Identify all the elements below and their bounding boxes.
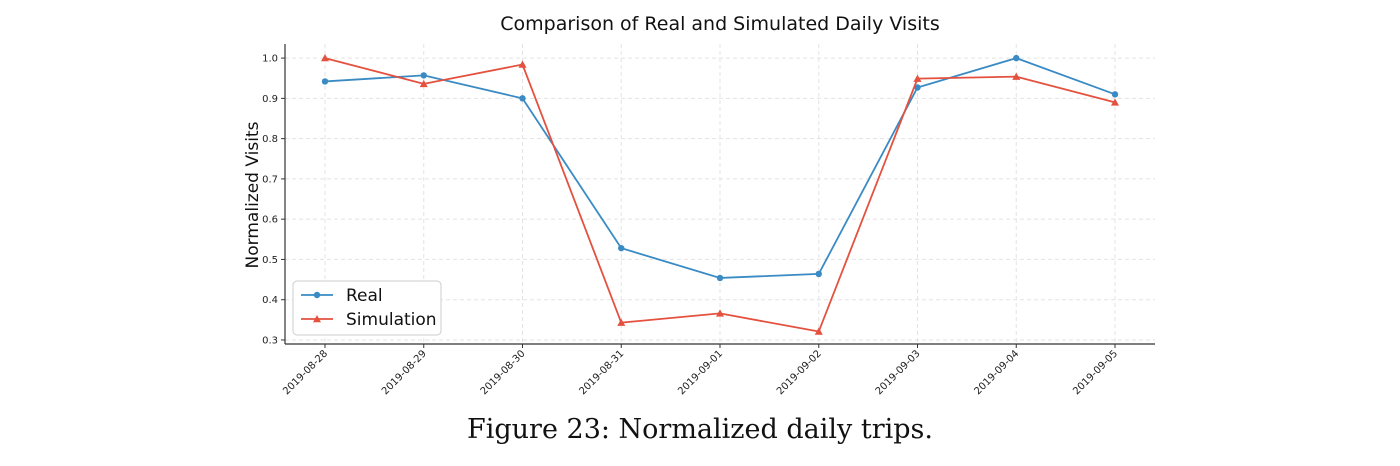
y-ticks: 0.3 0.4 0.5 0.6 0.7 0.8 0.9 1.0 xyxy=(262,54,285,346)
series-layer xyxy=(321,54,1119,335)
data-point xyxy=(716,274,724,282)
figure-caption: Figure 23: Normalized daily trips. xyxy=(467,414,933,445)
series-simulation xyxy=(321,54,1119,335)
y-tick-label: 0.5 xyxy=(262,255,278,266)
legend-item: Simulation xyxy=(301,310,437,330)
y-tick-label: 0.7 xyxy=(262,174,278,185)
x-tick-label: 2019-08-29 xyxy=(380,348,429,397)
x-tick-label: 2019-09-01 xyxy=(676,348,725,397)
x-tick-label: 2019-09-02 xyxy=(775,348,824,397)
data-point xyxy=(815,270,822,278)
data-point xyxy=(1111,98,1119,106)
series-real xyxy=(321,54,1119,282)
data-point xyxy=(716,309,724,317)
data-point xyxy=(518,60,527,68)
x-tick-label: 2019-09-03 xyxy=(874,348,923,397)
x-tick-label: 2019-08-30 xyxy=(479,348,528,397)
data-point xyxy=(419,79,428,88)
data-point xyxy=(914,84,921,91)
y-tick-label: 0.9 xyxy=(262,94,278,105)
y-tick-label: 0.6 xyxy=(262,215,278,226)
legend-label: Real xyxy=(346,286,383,306)
y-tick-label: 0.8 xyxy=(262,134,278,145)
legend: Real Simulation xyxy=(292,280,442,336)
y-tick-label: 0.4 xyxy=(262,295,278,306)
data-point xyxy=(519,95,526,102)
data-point xyxy=(420,72,427,79)
x-ticks: 2019-08-28 2019-08-29 2019-08-30 2019-08-31… xyxy=(281,344,1120,397)
data-point xyxy=(618,244,625,252)
data-point xyxy=(814,327,823,335)
y-axis-label: Normalized Visits xyxy=(243,121,263,268)
x-tick-label: 2019-08-31 xyxy=(577,348,626,397)
legend-marker xyxy=(313,291,321,299)
legend-item: Real xyxy=(301,286,383,306)
y-tick-label: 0.3 xyxy=(262,335,278,346)
data-point xyxy=(1012,72,1021,80)
chart-title: Comparison of Real and Simulated Daily V… xyxy=(500,13,940,35)
data-point xyxy=(321,54,329,62)
grid xyxy=(285,44,1155,344)
data-point xyxy=(617,318,626,326)
data-point xyxy=(1013,54,1020,62)
line-chart: Comparison of Real and Simulated Daily V… xyxy=(243,13,1155,397)
x-tick-label: 2019-08-28 xyxy=(281,348,330,397)
data-point xyxy=(1111,91,1119,98)
series-line xyxy=(324,57,1116,279)
data-point xyxy=(913,74,922,82)
x-tick-label: 2019-09-05 xyxy=(1071,348,1120,397)
legend-label: Simulation xyxy=(346,310,437,330)
legend-marker xyxy=(313,315,321,323)
y-tick-label: 1.0 xyxy=(262,54,278,65)
x-tick-label: 2019-09-04 xyxy=(972,348,1021,397)
data-point xyxy=(321,78,329,85)
